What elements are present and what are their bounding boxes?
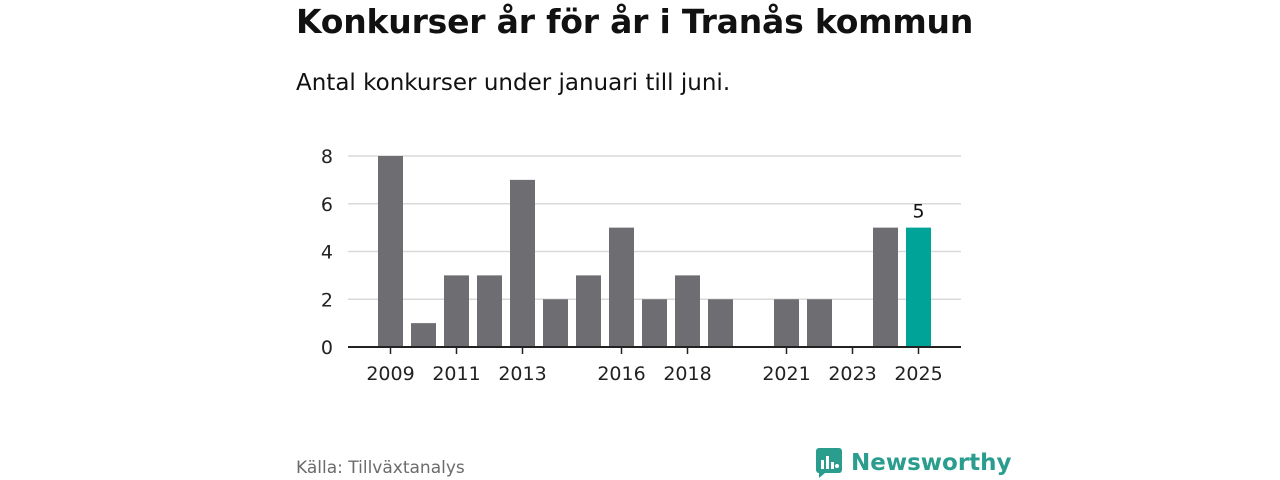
y-tick-label: 2 bbox=[321, 289, 333, 311]
bar-2012 bbox=[477, 275, 502, 347]
bar-2014 bbox=[543, 299, 568, 347]
y-tick-label: 8 bbox=[321, 146, 333, 168]
bar-chart: 0 2 4 6 8 2009 2011 2013 2016 2018 2021 2023 2025 5 bbox=[321, 146, 961, 385]
x-tick-label: 2009 bbox=[366, 363, 414, 385]
y-tick-label: 4 bbox=[321, 242, 333, 264]
bar-2017 bbox=[642, 299, 667, 347]
y-tick-label: 0 bbox=[321, 337, 333, 359]
bar-2021 bbox=[774, 299, 799, 347]
bar-2022 bbox=[807, 299, 832, 347]
x-tick-label: 2013 bbox=[498, 363, 546, 385]
x-tick-label: 2018 bbox=[663, 363, 711, 385]
y-tick-label: 6 bbox=[321, 194, 333, 216]
x-tick-label: 2021 bbox=[762, 363, 810, 385]
bar-2025 bbox=[906, 227, 931, 347]
x-tick-label: 2023 bbox=[828, 363, 876, 385]
newsworthy-logo: Newsworthy bbox=[815, 447, 1012, 479]
bar-2019 bbox=[708, 299, 733, 347]
x-tick-label: 2011 bbox=[432, 363, 480, 385]
data-label: 5 bbox=[912, 201, 924, 223]
bar-2015 bbox=[576, 275, 601, 347]
source-note: Källa: Tillväxtanalys bbox=[296, 458, 465, 478]
chart-title: Konkurser år för år i Tranås kommun bbox=[296, 2, 974, 41]
chart-subtitle: Antal konkurser under januari till juni. bbox=[296, 70, 731, 96]
bar-2009 bbox=[378, 156, 403, 347]
brand-name: Newsworthy bbox=[851, 450, 1012, 476]
bar-2016 bbox=[609, 227, 634, 347]
bar-2018 bbox=[675, 275, 700, 347]
x-tick-label: 2025 bbox=[894, 363, 942, 385]
bar-2011 bbox=[444, 275, 469, 347]
bar-2013 bbox=[510, 179, 535, 347]
x-tick-label: 2016 bbox=[597, 363, 645, 385]
bar-2024 bbox=[873, 227, 898, 347]
newsworthy-logo-icon bbox=[816, 448, 842, 478]
bar-2010 bbox=[411, 323, 436, 347]
